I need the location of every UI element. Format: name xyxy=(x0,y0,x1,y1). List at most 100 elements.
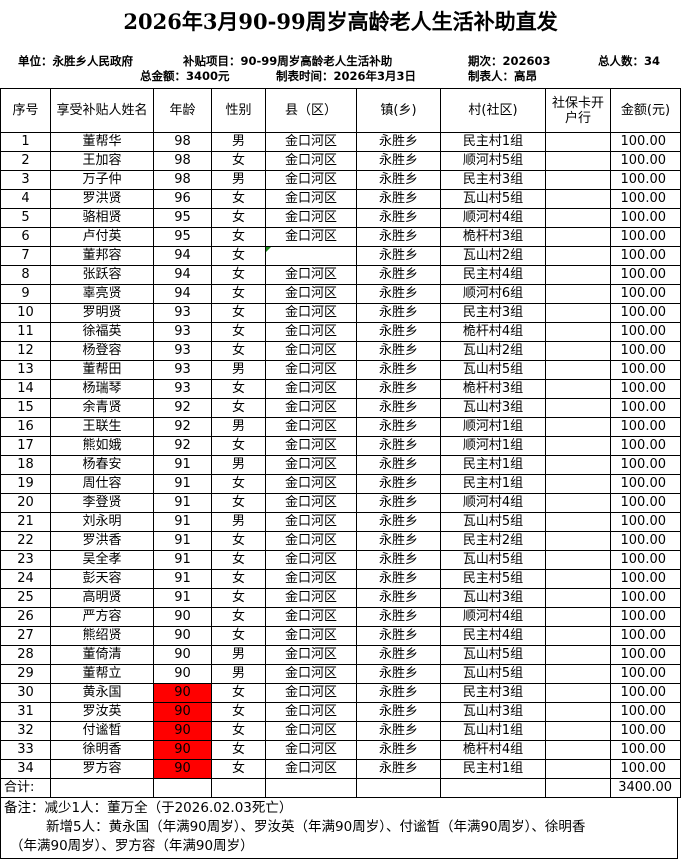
cell-village[interactable]: 民主村4组 xyxy=(440,626,546,646)
cell-seq[interactable]: 17 xyxy=(0,436,51,456)
cell-county[interactable]: 金口河区 xyxy=(265,189,357,209)
cell-bank[interactable] xyxy=(545,341,611,361)
cell-gender[interactable]: 女 xyxy=(211,626,266,646)
cell-village[interactable]: 瓦山村3组 xyxy=(440,702,546,722)
cell-age[interactable]: 98 xyxy=(153,170,212,190)
cell-town[interactable]: 永胜乡 xyxy=(356,645,441,665)
cell-seq[interactable]: 29 xyxy=(0,664,51,684)
cell-bank[interactable] xyxy=(545,360,611,380)
cell-county[interactable]: 金口河区 xyxy=(265,702,357,722)
cell-age[interactable]: 91 xyxy=(153,455,212,475)
cell-town[interactable]: 永胜乡 xyxy=(356,683,441,703)
cell-gender[interactable]: 女 xyxy=(211,683,266,703)
cell-age[interactable]: 93 xyxy=(153,360,212,380)
cell-village[interactable]: 桅杆村3组 xyxy=(440,379,546,399)
cell-seq[interactable]: 16 xyxy=(0,417,51,437)
cell-age[interactable]: 91 xyxy=(153,569,212,589)
cell-county[interactable]: 金口河区 xyxy=(265,284,357,304)
cell-county[interactable]: 金口河区 xyxy=(265,398,357,418)
cell-county[interactable]: 金口河区 xyxy=(265,265,357,285)
cell-age[interactable]: 91 xyxy=(153,512,212,532)
cell-seq[interactable]: 25 xyxy=(0,588,51,608)
cell-amount[interactable]: 100.00 xyxy=(610,208,681,228)
cell-village[interactable]: 顺河村4组 xyxy=(440,607,546,627)
cell-county[interactable]: 金口河区 xyxy=(265,170,357,190)
cell-village[interactable]: 桅杆村3组 xyxy=(440,227,546,247)
cell-name[interactable]: 李登贤 xyxy=(50,493,154,513)
cell-seq[interactable]: 28 xyxy=(0,645,51,665)
cell-gender[interactable]: 男 xyxy=(211,417,266,437)
cell-bank[interactable] xyxy=(545,512,611,532)
cell-amount[interactable]: 100.00 xyxy=(610,151,681,171)
cell-seq[interactable]: 10 xyxy=(0,303,51,323)
cell-amount[interactable]: 100.00 xyxy=(610,474,681,494)
cell-seq[interactable]: 11 xyxy=(0,322,51,342)
cell-bank[interactable] xyxy=(545,588,611,608)
cell-town[interactable]: 永胜乡 xyxy=(356,740,441,760)
cell-name[interactable]: 周仕容 xyxy=(50,474,154,494)
cell-county[interactable]: 金口河区 xyxy=(265,417,357,437)
cell-seq[interactable]: 2 xyxy=(0,151,51,171)
cell-village[interactable]: 瓦山村5组 xyxy=(440,189,546,209)
cell-name[interactable]: 骆相贤 xyxy=(50,208,154,228)
cell-amount[interactable]: 100.00 xyxy=(610,284,681,304)
cell-town[interactable]: 永胜乡 xyxy=(356,626,441,646)
cell-bank[interactable] xyxy=(545,569,611,589)
cell-bank[interactable] xyxy=(545,322,611,342)
cell-gender[interactable]: 女 xyxy=(211,151,266,171)
cell-county[interactable]: 金口河区 xyxy=(265,531,357,551)
cell-village[interactable]: 瓦山村5组 xyxy=(440,512,546,532)
cell-seq[interactable]: 13 xyxy=(0,360,51,380)
cell-village[interactable]: 顺河村1组 xyxy=(440,417,546,437)
cell-name[interactable]: 杨瑞琴 xyxy=(50,379,154,399)
cell-town[interactable]: 永胜乡 xyxy=(356,227,441,247)
cell-age[interactable]: 91 xyxy=(153,588,212,608)
cell-name[interactable]: 卢付英 xyxy=(50,227,154,247)
cell-gender[interactable]: 女 xyxy=(211,493,266,513)
cell-age[interactable]: 93 xyxy=(153,303,212,323)
cell-village[interactable]: 民主村1组 xyxy=(440,132,546,152)
cell-village[interactable]: 民主村3组 xyxy=(440,683,546,703)
cell-age[interactable]: 95 xyxy=(153,227,212,247)
cell-age[interactable]: 91 xyxy=(153,550,212,570)
cell-name[interactable]: 严方容 xyxy=(50,607,154,627)
cell-gender[interactable]: 男 xyxy=(211,664,266,684)
cell-amount[interactable]: 100.00 xyxy=(610,379,681,399)
cell-name[interactable]: 付谧晳 xyxy=(50,721,154,741)
cell-bank[interactable] xyxy=(545,455,611,475)
cell-county[interactable]: 金口河区 xyxy=(265,550,357,570)
cell-gender[interactable]: 男 xyxy=(211,360,266,380)
cell-amount[interactable]: 100.00 xyxy=(610,341,681,361)
cell-gender[interactable]: 女 xyxy=(211,398,266,418)
cell-village[interactable]: 民主村1组 xyxy=(440,474,546,494)
cell-bank[interactable] xyxy=(545,170,611,190)
cell-county[interactable]: 金口河区 xyxy=(265,303,357,323)
cell-bank[interactable] xyxy=(545,550,611,570)
cell-age[interactable]: 90 xyxy=(153,607,212,627)
cell-seq[interactable]: 14 xyxy=(0,379,51,399)
cell-town[interactable]: 永胜乡 xyxy=(356,759,441,779)
cell-town[interactable]: 永胜乡 xyxy=(356,208,441,228)
cell-name[interactable]: 万子仲 xyxy=(50,170,154,190)
cell-bank[interactable] xyxy=(545,303,611,323)
cell-county[interactable]: 金口河区 xyxy=(265,607,357,627)
cell-town[interactable]: 永胜乡 xyxy=(356,170,441,190)
cell-town[interactable]: 永胜乡 xyxy=(356,512,441,532)
cell-age[interactable]: 94 xyxy=(153,246,212,266)
cell-name[interactable]: 熊如娥 xyxy=(50,436,154,456)
cell-county[interactable] xyxy=(265,246,357,266)
cell-seq[interactable]: 4 xyxy=(0,189,51,209)
cell-age[interactable]: 95 xyxy=(153,208,212,228)
cell-seq[interactable]: 6 xyxy=(0,227,51,247)
cell-gender[interactable]: 女 xyxy=(211,436,266,456)
cell-gender[interactable]: 女 xyxy=(211,265,266,285)
cell-gender[interactable]: 女 xyxy=(211,341,266,361)
cell-bank[interactable] xyxy=(545,208,611,228)
cell-bank[interactable] xyxy=(545,265,611,285)
cell-village[interactable]: 瓦山村3组 xyxy=(440,588,546,608)
cell-amount[interactable]: 100.00 xyxy=(610,227,681,247)
cell-name[interactable]: 辜亮贤 xyxy=(50,284,154,304)
cell-amount[interactable]: 100.00 xyxy=(610,550,681,570)
cell-amount[interactable]: 100.00 xyxy=(610,721,681,741)
cell-name[interactable]: 熊绍贤 xyxy=(50,626,154,646)
